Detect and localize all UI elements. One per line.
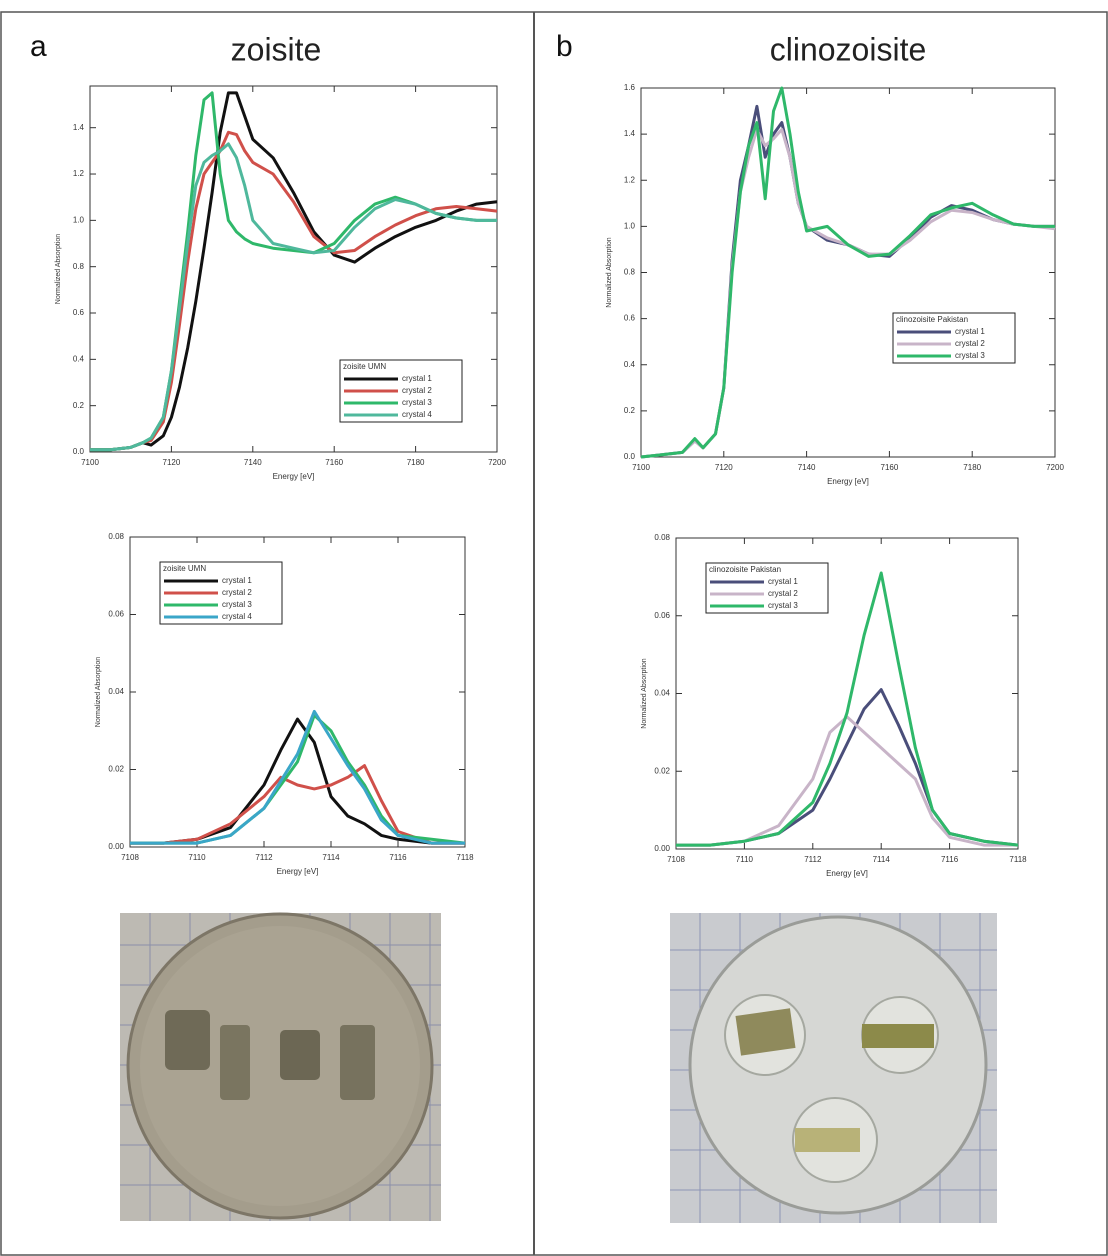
y-tick-label: 1.4 — [624, 129, 636, 138]
x-tick-label: 7118 — [1009, 855, 1027, 864]
data-line — [90, 130, 498, 452]
legend-label: crystal 3 — [222, 600, 252, 609]
y-tick-label: 0.00 — [654, 844, 670, 853]
frame — [0, 11, 1108, 1256]
legend: zoisite UMN crystal 1 crystal 2 crystal 3 cr… — [339, 359, 463, 423]
legend-label: crystal 2 — [768, 589, 798, 598]
data-line — [130, 764, 465, 845]
data-line — [90, 91, 498, 452]
plot-frame — [640, 87, 1056, 458]
x-tick-label: 7116 — [941, 855, 959, 864]
x-tick-label: 7180 — [963, 463, 981, 472]
legend: clinozoisite Pakistan crystal 1 crystal 2 c… — [705, 562, 829, 614]
y-axis-label: Normalized Absorption — [641, 658, 648, 729]
x-tick-label: 7108 — [121, 853, 139, 862]
x-axis-label: Energy [eV] — [826, 869, 868, 878]
x-tick-label: 7110 — [736, 855, 754, 864]
x-tick-label: 7116 — [389, 853, 407, 862]
legend-label: crystal 2 — [402, 386, 432, 395]
legend-title: zoisite UMN — [163, 564, 206, 573]
x-axis-label: Energy [eV] — [277, 867, 319, 876]
y-tick-label: 0.04 — [654, 689, 670, 698]
data-line — [640, 86, 1055, 459]
y-tick-label: 1.0 — [624, 221, 636, 230]
legend-label: crystal 3 — [402, 398, 432, 407]
y-tick-label: 0.00 — [108, 842, 124, 851]
x-tick-label: 7120 — [163, 458, 181, 467]
x-tick-label: 7114 — [873, 855, 891, 864]
x-tick-label: 7100 — [81, 458, 99, 467]
y-tick-label: 0.2 — [624, 406, 636, 415]
y-axis-label: Normalized Absorption — [95, 657, 102, 728]
legend-label: crystal 1 — [955, 327, 985, 336]
x-tick-label: 7140 — [244, 458, 262, 467]
x-tick-label: 7200 — [1046, 463, 1064, 472]
legend-label: crystal 2 — [955, 339, 985, 348]
y-tick-label: 0.4 — [624, 360, 636, 369]
x-axis-label: Energy [eV] — [827, 477, 869, 486]
x-tick-label: 7112 — [804, 855, 822, 864]
x-tick-label: 7160 — [325, 458, 343, 467]
y-tick-label: 1.4 — [73, 123, 85, 132]
legend-label: crystal 3 — [768, 601, 798, 610]
y-tick-label: 0.06 — [108, 610, 124, 619]
legend-title: clinozoisite Pakistan — [709, 565, 781, 574]
panel-title: zoisite — [231, 31, 322, 67]
y-tick-label: 0.4 — [73, 354, 85, 363]
legend: clinozoisite Pakistan crystal 1 crystal 2 c… — [892, 312, 1016, 364]
x-tick-label: 7110 — [188, 853, 206, 862]
x-tick-label: 7160 — [881, 463, 899, 472]
legend-title: zoisite UMN — [343, 362, 386, 371]
data-line — [676, 571, 1019, 847]
y-tick-label: 0.8 — [624, 268, 636, 277]
data-line — [130, 709, 465, 845]
y-tick-label: 1.2 — [624, 175, 636, 184]
y-tick-label: 0.06 — [654, 611, 670, 620]
x-tick-label: 7140 — [798, 463, 816, 472]
x-axis-label: Energy [eV] — [273, 472, 315, 481]
y-tick-label: 0.0 — [73, 447, 85, 456]
legend-label: crystal 1 — [768, 577, 798, 586]
x-tick-label: 7180 — [407, 458, 425, 467]
photo-zoisite — [120, 912, 441, 1221]
legend-title: clinozoisite Pakistan — [896, 315, 968, 324]
x-tick-label: 7120 — [715, 463, 733, 472]
legend-label: crystal 1 — [222, 576, 252, 585]
legend-label: crystal 3 — [955, 351, 985, 360]
x-tick-label: 7100 — [632, 463, 650, 472]
x-tick-label: 7108 — [667, 855, 685, 864]
x-tick-label: 7118 — [456, 853, 474, 862]
panel-label: a — [30, 30, 47, 63]
panel-title: clinozoisite — [770, 31, 927, 67]
y-tick-label: 0.0 — [624, 452, 636, 461]
y-tick-label: 0.02 — [108, 765, 124, 774]
x-tick-label: 7114 — [322, 853, 340, 862]
y-tick-label: 0.08 — [654, 533, 670, 542]
y-axis-label: Normalized Absorption — [55, 234, 62, 305]
y-axis-label: Normalized Absorption — [606, 237, 613, 308]
y-tick-label: 0.6 — [624, 314, 636, 323]
y-tick-label: 1.6 — [624, 83, 636, 92]
y-tick-label: 0.8 — [73, 262, 85, 271]
legend-label: crystal 4 — [222, 612, 252, 621]
x-tick-label: 7200 — [488, 458, 506, 467]
legend-label: crystal 4 — [402, 410, 432, 419]
y-tick-label: 1.0 — [73, 215, 85, 224]
photo-clinozoisite — [670, 913, 997, 1223]
legend-label: crystal 1 — [402, 374, 432, 383]
x-tick-label: 7112 — [255, 853, 273, 862]
data-line — [90, 142, 497, 452]
y-tick-label: 0.08 — [108, 532, 124, 541]
legend: zoisite UMN crystal 1 crystal 2 crystal 3 cr… — [159, 561, 283, 625]
y-tick-label: 0.2 — [73, 401, 85, 410]
legend-label: crystal 2 — [222, 588, 252, 597]
y-tick-label: 0.6 — [73, 308, 85, 317]
y-tick-label: 0.04 — [108, 687, 124, 696]
y-tick-label: 0.02 — [654, 766, 670, 775]
panel-label: b — [556, 30, 573, 63]
y-tick-label: 1.2 — [73, 169, 85, 178]
data-line — [676, 715, 1018, 847]
